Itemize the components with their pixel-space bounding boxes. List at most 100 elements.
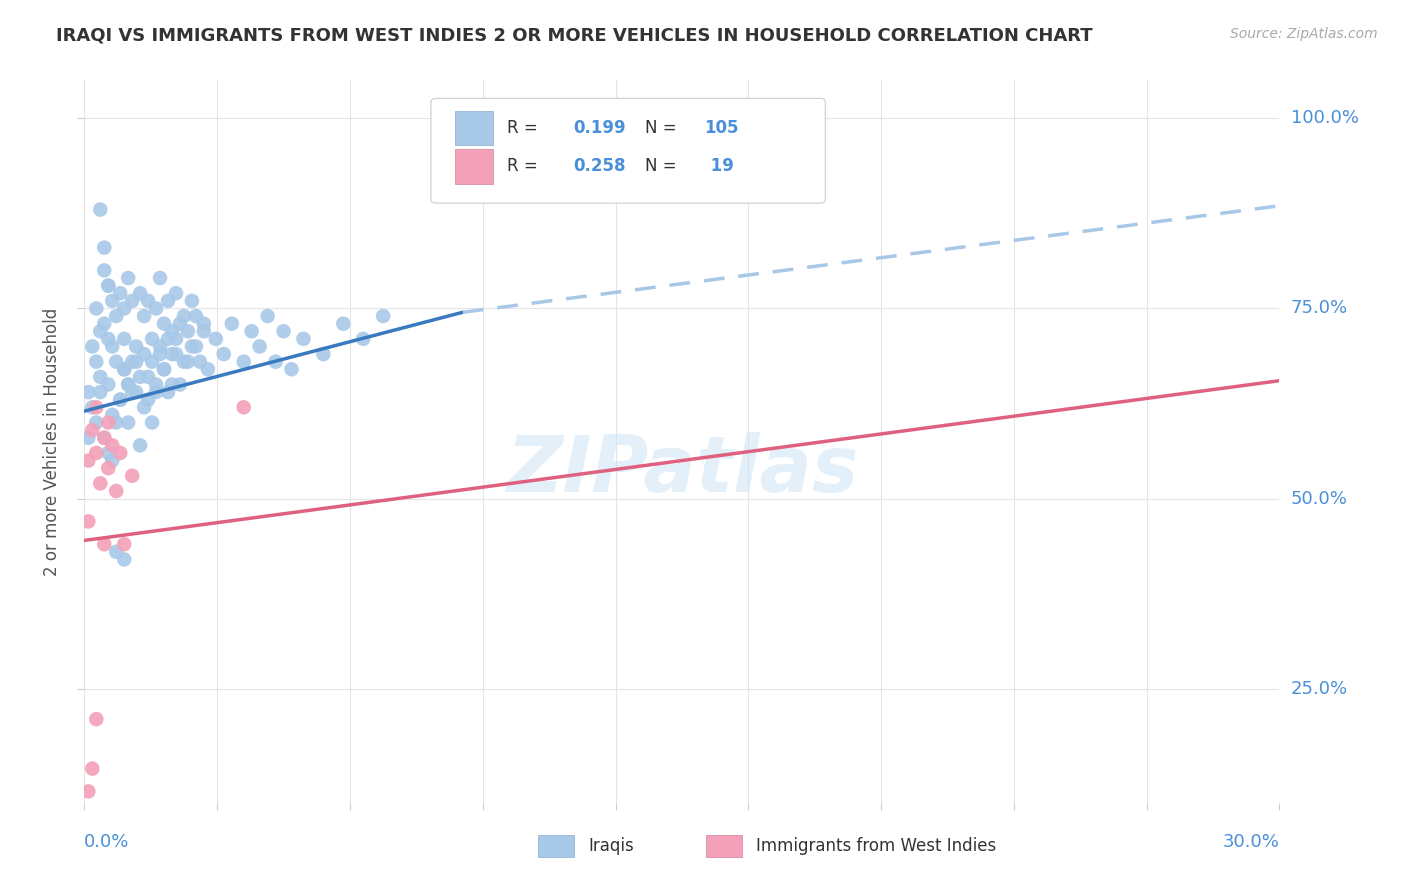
Point — [82, 423, 104, 437]
Point — [112, 362, 135, 376]
Text: 0.199: 0.199 — [574, 119, 626, 137]
Point — [97, 377, 120, 392]
Point — [292, 332, 315, 346]
Point — [173, 309, 195, 323]
Point — [149, 339, 172, 353]
Point — [105, 309, 128, 323]
Point — [101, 339, 124, 353]
Point — [157, 332, 180, 346]
Point — [86, 416, 108, 430]
Point — [105, 354, 128, 368]
Point — [157, 293, 180, 308]
Point — [132, 401, 156, 415]
Text: 0.0%: 0.0% — [84, 833, 129, 851]
Point — [77, 453, 100, 467]
Point — [77, 431, 100, 445]
Text: R =: R = — [508, 157, 544, 175]
Point — [312, 347, 335, 361]
Point — [129, 370, 152, 384]
Point — [125, 354, 148, 368]
Point — [121, 354, 143, 368]
Point — [193, 317, 215, 331]
Point — [82, 339, 104, 353]
Text: ZIPatlas: ZIPatlas — [506, 433, 858, 508]
Point — [141, 332, 163, 346]
Point — [112, 301, 135, 316]
Point — [129, 438, 152, 452]
Point — [110, 392, 132, 407]
Point — [121, 293, 143, 308]
Point — [132, 309, 156, 323]
Point — [105, 483, 128, 498]
Point — [352, 332, 374, 346]
Point — [153, 362, 176, 376]
Point — [117, 377, 139, 392]
Point — [93, 317, 115, 331]
Point — [160, 324, 183, 338]
Text: 100.0%: 100.0% — [1291, 110, 1358, 128]
Point — [373, 309, 395, 323]
Point — [264, 354, 287, 368]
Text: Iraqis: Iraqis — [589, 838, 634, 855]
Bar — [706, 835, 742, 857]
Point — [86, 401, 108, 415]
Point — [82, 401, 104, 415]
Point — [93, 537, 115, 551]
Point — [280, 362, 302, 376]
Point — [105, 416, 128, 430]
Point — [205, 332, 228, 346]
Point — [212, 347, 235, 361]
Point — [89, 202, 111, 217]
Point — [125, 385, 148, 400]
Point — [273, 324, 295, 338]
Bar — [456, 111, 494, 145]
Point — [93, 431, 115, 445]
Point — [153, 362, 176, 376]
FancyBboxPatch shape — [432, 98, 825, 203]
Text: R =: R = — [508, 119, 544, 137]
Point — [93, 431, 115, 445]
Point — [117, 377, 139, 392]
Point — [89, 385, 111, 400]
Point — [86, 446, 108, 460]
Point — [132, 347, 156, 361]
Point — [240, 324, 263, 338]
Point — [165, 286, 187, 301]
Text: 0.258: 0.258 — [574, 157, 626, 175]
Point — [169, 377, 191, 392]
Point — [89, 476, 111, 491]
Point — [112, 332, 135, 346]
Point — [232, 401, 254, 415]
Text: IRAQI VS IMMIGRANTS FROM WEST INDIES 2 OR MORE VEHICLES IN HOUSEHOLD CORRELATION: IRAQI VS IMMIGRANTS FROM WEST INDIES 2 O… — [56, 27, 1092, 45]
Text: N =: N = — [645, 119, 682, 137]
Y-axis label: 2 or more Vehicles in Household: 2 or more Vehicles in Household — [44, 308, 62, 575]
Point — [110, 392, 132, 407]
Point — [197, 362, 219, 376]
Bar — [538, 835, 575, 857]
Point — [77, 515, 100, 529]
Text: Immigrants from West Indies: Immigrants from West Indies — [756, 838, 997, 855]
Point — [249, 339, 271, 353]
Point — [141, 416, 163, 430]
Point — [232, 354, 254, 368]
Point — [117, 271, 139, 285]
Point — [93, 263, 115, 277]
Point — [153, 317, 176, 331]
Point — [112, 552, 135, 566]
Point — [125, 339, 148, 353]
Point — [149, 347, 172, 361]
Point — [145, 385, 167, 400]
Point — [169, 317, 191, 331]
Point — [112, 537, 135, 551]
Point — [97, 416, 120, 430]
Point — [129, 286, 152, 301]
Point — [136, 370, 159, 384]
Point — [110, 286, 132, 301]
Point — [77, 385, 100, 400]
Text: 105: 105 — [704, 119, 740, 137]
Point — [82, 762, 104, 776]
Point — [136, 293, 159, 308]
Point — [145, 377, 167, 392]
Point — [86, 712, 108, 726]
Point — [160, 347, 183, 361]
